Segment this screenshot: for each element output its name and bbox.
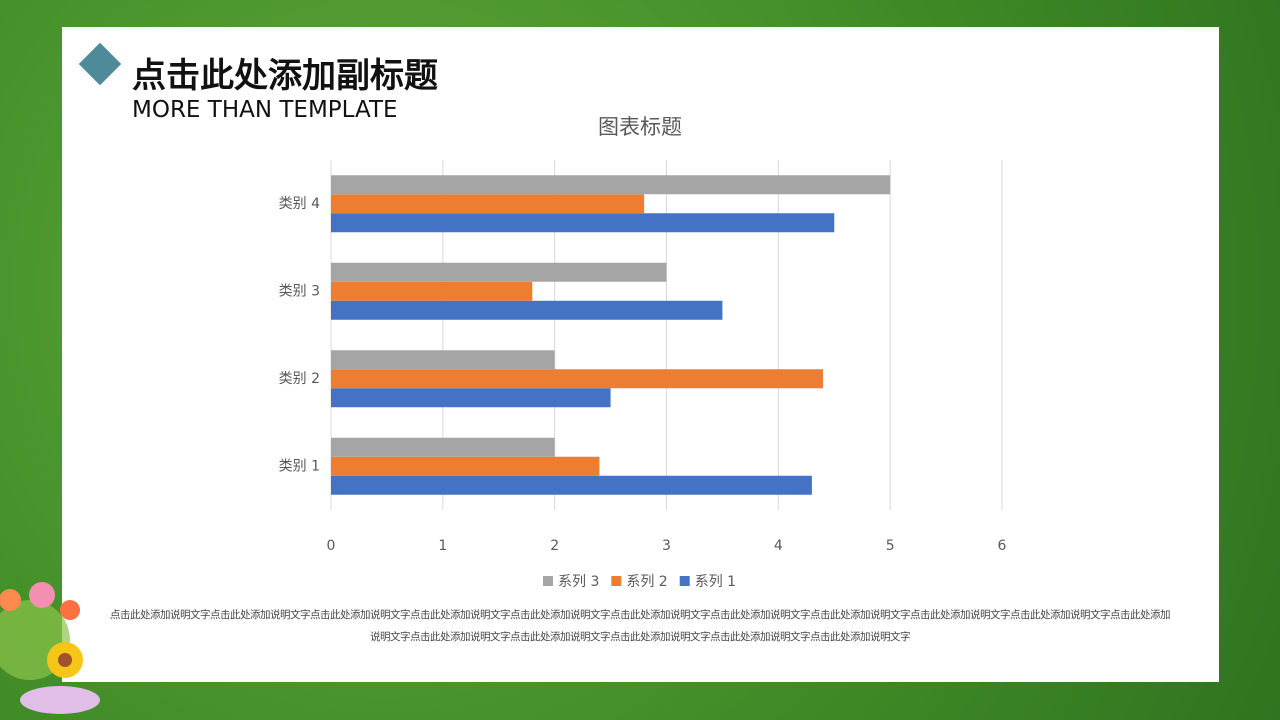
slide-title: 点击此处添加副标题: [132, 56, 438, 96]
chart-title: 图表标题: [598, 115, 682, 139]
legend-swatch: [611, 576, 622, 586]
bar: [331, 194, 645, 214]
legend-swatch: [543, 576, 553, 586]
slide-subtitle: MORE THAN TEMPLATE: [132, 97, 398, 123]
bar: [331, 213, 835, 233]
y-tick-label: 类别 4: [279, 196, 320, 212]
bar: [331, 456, 600, 476]
x-tick-label: 6: [998, 538, 1007, 554]
panel: [62, 27, 1219, 682]
x-tick-label: 0: [327, 538, 336, 554]
bar: [331, 475, 812, 495]
y-tick-label: 类别 1: [279, 458, 320, 474]
legend-label: 系列 2: [626, 574, 667, 590]
bar: [331, 369, 824, 389]
legend-label: 系列 1: [695, 574, 736, 590]
bar: [331, 350, 555, 370]
bar: [331, 281, 533, 301]
y-tick-label: 类别 2: [279, 371, 320, 387]
legend-swatch: [679, 576, 690, 586]
bar: [331, 262, 667, 282]
diamond-icon: [78, 42, 122, 86]
bar: [331, 388, 611, 408]
x-tick-label: 2: [550, 538, 559, 554]
x-tick-label: 5: [886, 538, 895, 554]
bar: [331, 437, 555, 457]
x-tick-label: 1: [438, 538, 447, 554]
legend-label: 系列 3: [558, 574, 599, 590]
x-tick-label: 3: [662, 538, 671, 554]
y-tick-label: 类别 3: [279, 283, 320, 299]
bar: [331, 175, 891, 195]
bar: [331, 300, 723, 320]
description: 点击此处添加说明文字点击此处添加说明文字点击此处添加说明文字点击此处添加说明文字…: [110, 609, 1171, 643]
x-tick-label: 4: [774, 538, 783, 554]
flowers: [0, 582, 100, 714]
